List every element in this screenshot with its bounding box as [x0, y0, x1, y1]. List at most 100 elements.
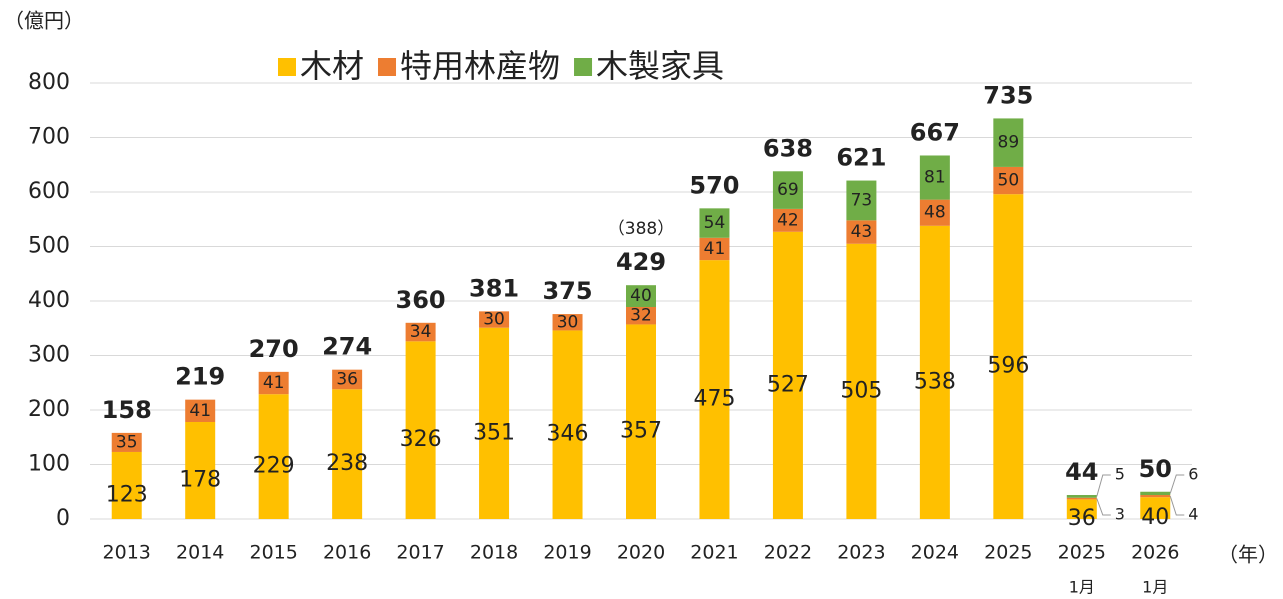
- bar-segment: [185, 421, 216, 519]
- total-label: 360: [396, 286, 446, 314]
- value-label: 32: [630, 306, 652, 326]
- value-label: 43: [851, 222, 873, 242]
- bar-segment: [1066, 497, 1097, 500]
- y-tick-label: 700: [28, 125, 70, 150]
- y-tick-label: 300: [28, 343, 70, 368]
- bar-segment: [332, 369, 363, 390]
- legend-label: 木製家具: [596, 47, 724, 85]
- bar-segment: [1066, 499, 1097, 519]
- x-unit: （年）: [1218, 543, 1278, 567]
- x-tick-label: 2024: [911, 542, 959, 564]
- y-tick-label: 600: [28, 179, 70, 204]
- value-label: 73: [851, 190, 873, 210]
- value-label: 229: [253, 454, 295, 479]
- value-label: 505: [840, 378, 882, 403]
- x-tick-label: 2019: [543, 542, 591, 564]
- x-tick-sublabel: 1月: [1069, 578, 1095, 597]
- bar-segment: [699, 208, 730, 238]
- bar-segment: [919, 155, 950, 200]
- value-label: 34: [410, 322, 432, 342]
- y-tick-label: 0: [56, 506, 70, 531]
- value-label: 538: [914, 369, 956, 394]
- bar-segment: [699, 260, 730, 519]
- bar-segment: [405, 341, 436, 519]
- bar-segment: [552, 314, 583, 331]
- leader-line: [1096, 498, 1111, 516]
- x-tick-label: 2025: [1058, 542, 1106, 564]
- bar-segment: [332, 389, 363, 519]
- value-label: 41: [704, 239, 726, 259]
- x-tick-label: 2017: [396, 542, 444, 564]
- x-tick-label: 2018: [470, 542, 518, 564]
- bar-segment: [1140, 495, 1171, 498]
- y-tick-label: 500: [28, 234, 70, 259]
- value-label: 30: [483, 310, 505, 330]
- value-label: 69: [777, 180, 799, 200]
- bar-segment: [919, 225, 950, 520]
- bar-segment: [993, 166, 1024, 195]
- bar-segment: [258, 394, 289, 519]
- legend-label: 木材: [300, 47, 364, 85]
- value-label: 357: [620, 419, 662, 444]
- value-label: 50: [998, 171, 1020, 191]
- y-tick-label: 200: [28, 397, 70, 422]
- value-label: 36: [1068, 506, 1096, 531]
- bar-segment: [772, 231, 803, 519]
- bar-segment: [185, 399, 216, 422]
- x-tick-label: 2016: [323, 542, 371, 564]
- x-tick-label: 2022: [764, 542, 812, 564]
- bar-segment: [111, 432, 142, 452]
- bar-segment: [552, 330, 583, 519]
- value-label: 6: [1188, 465, 1198, 484]
- value-label: 351: [473, 420, 515, 445]
- leader-line: [1169, 495, 1185, 516]
- bar-segment: [699, 237, 730, 261]
- value-label: 89: [998, 133, 1020, 153]
- legend-swatch: [574, 58, 593, 76]
- annotation: （388）: [608, 219, 674, 239]
- value-label: 30: [557, 312, 579, 332]
- y-tick-label: 100: [28, 452, 70, 477]
- total-label: 50: [1139, 455, 1172, 483]
- value-label: 123: [106, 482, 148, 507]
- bar-segment: [479, 311, 510, 328]
- bar-segment: [846, 220, 877, 244]
- value-label: 40: [1141, 505, 1169, 530]
- bar-segment: [1140, 497, 1171, 519]
- total-label: 375: [542, 277, 592, 305]
- bar-segment: [846, 243, 877, 519]
- x-tick-sublabel: 1月: [1142, 578, 1168, 597]
- bar-segment: [919, 199, 950, 226]
- value-label: 81: [924, 168, 946, 188]
- total-label: 270: [249, 335, 299, 363]
- x-tick-label: 2015: [249, 542, 297, 564]
- total-label: 429: [616, 248, 666, 276]
- value-label: 42: [777, 210, 799, 230]
- bar-segment: [626, 306, 656, 325]
- y-tick-label: 800: [28, 70, 70, 95]
- value-label: 3: [1115, 505, 1125, 524]
- legend-swatch: [278, 58, 296, 76]
- y-tick-label: 400: [28, 288, 70, 313]
- x-tick-label: 2026: [1131, 542, 1179, 564]
- value-label: 475: [693, 387, 735, 412]
- total-label: 381: [469, 274, 519, 302]
- total-label: 570: [689, 171, 739, 199]
- total-label: 44: [1065, 458, 1098, 486]
- bar-segment: [626, 285, 656, 307]
- value-label: 238: [326, 451, 368, 476]
- bar-segment: [846, 180, 877, 221]
- value-label: 41: [189, 401, 211, 421]
- x-tick-label: 2013: [103, 542, 151, 564]
- bar-segment: [993, 118, 1024, 167]
- value-label: 41: [263, 373, 285, 393]
- leader-line: [1096, 474, 1111, 497]
- bar-segment: [258, 371, 289, 395]
- total-label: 158: [102, 396, 152, 424]
- bar-segment: [1066, 495, 1097, 498]
- value-label: 178: [179, 467, 221, 492]
- value-label: 326: [400, 427, 442, 452]
- legend-swatch: [378, 58, 397, 76]
- leader-line: [1169, 474, 1185, 494]
